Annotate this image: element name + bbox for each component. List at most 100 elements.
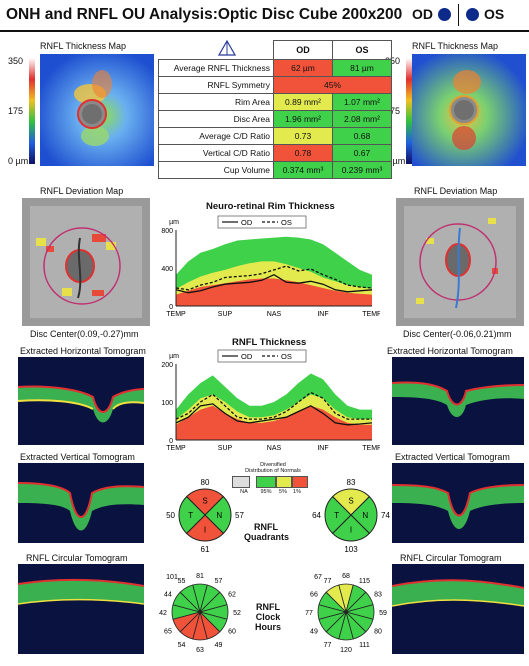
os-quadrant-chart: SN I T 83 103 64 74 <box>312 478 390 554</box>
quadrant-value-n: 74 <box>381 511 390 520</box>
clock-value: 63 <box>196 647 204 654</box>
y-tick-label: 100 <box>161 400 173 407</box>
x-tick-label: TEMP <box>362 445 380 452</box>
metric-os-value: 0.68 <box>332 127 392 145</box>
y-axis-unit: µm <box>169 353 179 360</box>
os-h-tomo-label: Extracted Horizontal Tomogram <box>387 346 513 356</box>
clock-value: 57 <box>215 578 223 585</box>
x-tick-label: TEMP <box>166 445 186 452</box>
quadrant-value-s: 80 <box>201 478 210 487</box>
os-horizontal-tomogram <box>392 357 524 445</box>
metric-label: RNFL Symmetry <box>158 76 274 94</box>
quadrant-s <box>331 488 371 516</box>
legend-swatch-1 <box>292 476 308 488</box>
report-header: ONH and RNFL OU Analysis:Optic Disc Cube… <box>0 0 529 32</box>
y-tick-label: 200 <box>161 362 173 369</box>
od-deviation-map <box>22 198 150 326</box>
quadrant-letter: S <box>202 497 207 506</box>
clock-value: 49 <box>310 629 318 636</box>
metric-od-value: 0.73 <box>273 127 333 145</box>
od-c-tomo-label: RNFL Circular Tomogram <box>26 553 128 563</box>
x-tick-label: TEMP <box>166 311 186 318</box>
od-label: OD <box>412 6 433 22</box>
x-tick-label: NAS <box>267 311 282 318</box>
clock-label-2: Clock <box>255 612 281 622</box>
clock-value: 65 <box>164 629 172 636</box>
x-tick-label: INF <box>317 311 328 318</box>
clock-hour-12 <box>325 584 347 614</box>
legend-od-label: OD <box>241 218 253 227</box>
quadrant-value-s: 83 <box>347 478 356 487</box>
rnfl-chart: µm 200 100 0 TEMP SUP NAS INF TEMP OD OS <box>150 348 382 458</box>
clock-value: 83 <box>374 592 382 599</box>
clock-value: 49 <box>215 642 223 649</box>
metric-label: Average C/D Ratio <box>158 127 274 145</box>
triangle-marker-icon <box>218 40 236 56</box>
metrics-col-od: OD <box>273 40 333 60</box>
metrics-row: Average C/D Ratio 0.73 0.68 <box>158 127 392 145</box>
legend-title-1: Diversified <box>260 462 286 468</box>
quadrant-value-t: 64 <box>312 511 321 520</box>
quadrants-label-1: RNFL <box>254 522 278 532</box>
legend-1: 1% <box>293 489 301 495</box>
clock-value: 44 <box>164 592 172 599</box>
legend-title-2: Distribution of Normals <box>245 468 301 474</box>
rim-chart: µm 800 400 0 TEMP SUP NAS INF TEMP OD OS <box>150 214 382 324</box>
y-tick-label: 0 <box>169 304 173 311</box>
clock-value: 77 <box>305 610 313 617</box>
od-deviation-map-label: RNFL Deviation Map <box>40 186 124 196</box>
metric-label: Vertical C/D Ratio <box>158 144 274 162</box>
rim-chart-title: Neuro-retinal Rim Thickness <box>206 201 335 212</box>
metrics-row: Vertical C/D Ratio 0.78 0.67 <box>158 144 392 162</box>
od-scale-top: 350 <box>8 56 24 66</box>
quadrant-t <box>178 495 206 535</box>
clock-value-extra: 67 <box>314 574 322 581</box>
series-line-od <box>175 273 373 294</box>
metrics-table: OD OS Average RNFL Thickness 62 µm 81 µm… <box>158 40 392 179</box>
metric-os-value: 81 µm <box>332 59 392 77</box>
quadrants-label: RNFL Quadrants <box>244 522 289 542</box>
quadrant-letter: N <box>362 511 368 520</box>
od-vertical-tomogram <box>18 463 144 543</box>
clock-value: 77 <box>324 578 332 585</box>
clock-label: RNFL Clock Hours <box>246 602 290 632</box>
metric-os-value: 1.07 mm² <box>332 93 392 111</box>
os-deviation-map <box>396 198 524 326</box>
clock-value: 54 <box>178 642 186 649</box>
clock-value-extra: 101 <box>166 574 178 581</box>
quadrant-t <box>324 495 352 535</box>
metrics-row: Average RNFL Thickness 62 µm 81 µm <box>158 59 392 77</box>
os-scale-mid: 175 <box>385 106 401 116</box>
metric-od-value: 0.89 mm² <box>273 93 333 111</box>
metric-os-value: 0.239 mm³ <box>332 161 392 179</box>
os-thickness-map-label: RNFL Thickness Map <box>412 41 499 51</box>
series-line-od <box>175 403 373 426</box>
legend-swatch-na <box>232 476 250 488</box>
legend-95: 95% <box>260 489 272 495</box>
legend-swatch-5 <box>276 476 292 488</box>
od-v-tomo-label: Extracted Vertical Tomogram <box>20 452 135 462</box>
quadrant-value-t: 50 <box>166 511 175 520</box>
metrics-col-os: OS <box>332 40 392 60</box>
clock-value: 52 <box>233 610 241 617</box>
metric-label: Disc Area <box>158 110 274 128</box>
metric-os-value: 2.08 mm² <box>332 110 392 128</box>
series-line-os <box>175 265 373 291</box>
quadrant-n <box>350 495 378 535</box>
os-scale-bottom: 0 µm <box>385 156 406 166</box>
clock-value: 66 <box>310 592 318 599</box>
os-eye-icon <box>466 8 479 21</box>
quadrant-i <box>331 514 371 542</box>
od-scale-bottom: 0 µm <box>8 156 29 166</box>
clock-value: 81 <box>196 573 204 580</box>
legend-swatch-95 <box>256 476 276 488</box>
metric-od-value: 0.374 mm³ <box>273 161 333 179</box>
clock-value: 42 <box>159 610 167 617</box>
rnfl-chart-title: RNFL Thickness <box>232 337 307 348</box>
y-tick-label: 0 <box>169 438 173 445</box>
quadrant-letter: T <box>188 511 193 520</box>
legend-os-label: OS <box>281 352 292 361</box>
